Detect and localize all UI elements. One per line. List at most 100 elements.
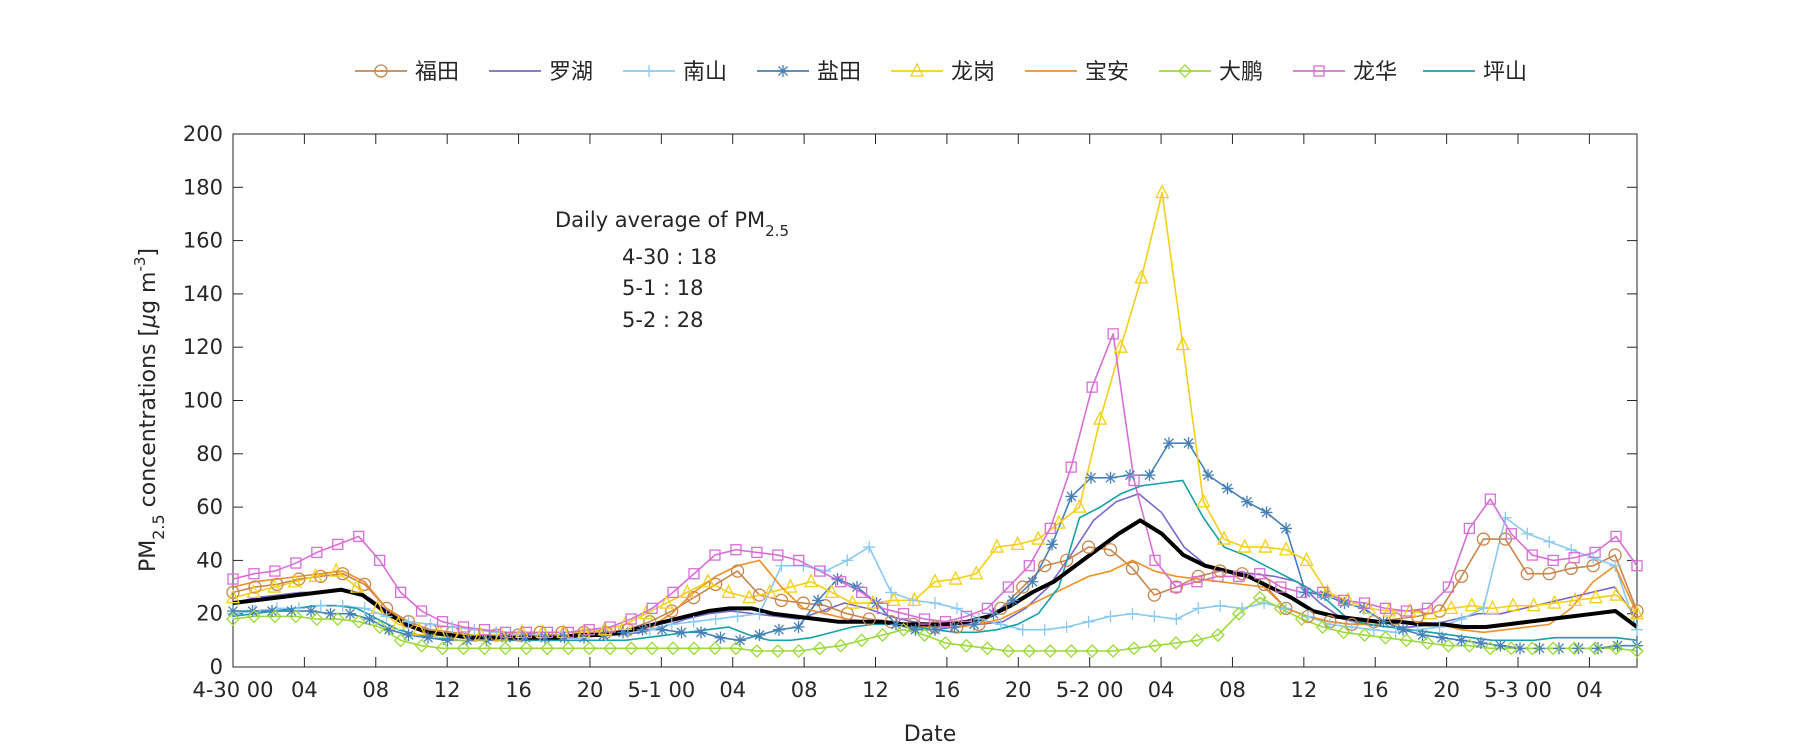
series-line-4-marker [324, 607, 337, 620]
series-line-3-marker [1367, 623, 1380, 636]
series-line-8-marker [1547, 554, 1559, 567]
series-line-8-marker [1400, 605, 1413, 617]
series-line-7-marker [1190, 633, 1204, 648]
series-line-4-marker [773, 623, 785, 636]
series-line-4-marker [948, 621, 961, 634]
series-line-4-marker [812, 594, 824, 607]
series-line-5-marker [1588, 589, 1603, 604]
series-line-5-marker [391, 615, 406, 631]
series-line-3-marker [1104, 610, 1117, 623]
series-line-7-marker [1357, 628, 1372, 642]
series-line-5-marker [886, 591, 901, 607]
series-line-5-marker [866, 594, 881, 609]
series-line-5-marker [1526, 597, 1541, 612]
series-line-7-marker [1462, 638, 1477, 653]
legend-label: 福田 [415, 60, 459, 85]
series-line-8-marker [227, 573, 239, 585]
series-line-5-marker [1423, 605, 1438, 620]
series-line-5-marker [1299, 551, 1314, 567]
series-line-7-marker [917, 628, 932, 642]
series-line-7-marker [1441, 638, 1456, 653]
series-line-7-marker [645, 641, 660, 656]
series-line-5-marker [1010, 535, 1025, 551]
series-line-5-marker [1196, 493, 1211, 508]
y-tick-label: 40 [196, 548, 223, 572]
series-line-7-marker [1336, 625, 1351, 640]
series-line-3-marker [1521, 527, 1534, 540]
series-line-3-marker [1565, 543, 1578, 556]
series-line-3-marker [863, 541, 876, 554]
series-line-5-marker [1382, 602, 1397, 617]
series-line-1-marker [1103, 543, 1118, 557]
series-line-7-marker [896, 622, 911, 637]
series-line-4-marker [1455, 634, 1468, 647]
series-line-8-marker [248, 568, 260, 580]
series-line-5-marker [907, 591, 922, 607]
series-line-8-marker [520, 626, 533, 639]
series-line-3-marker [1433, 621, 1446, 634]
series-line-8-marker [1589, 546, 1601, 559]
series-line-4-marker [1007, 594, 1019, 607]
series-line-8-marker [1631, 560, 1643, 572]
series-line-3-marker [314, 599, 327, 612]
series-line-8-marker [1149, 554, 1161, 567]
series-line-8-marker [709, 549, 721, 561]
x-tick-label: 16 [1362, 678, 1389, 702]
series-line-4-marker [422, 631, 434, 644]
series-line-5-marker [638, 605, 653, 620]
series-line-5-marker [1031, 530, 1046, 545]
series-line-3-marker [446, 621, 459, 634]
series-line-5-marker [1444, 599, 1459, 615]
series-line-4-marker [363, 613, 376, 626]
series-line-5-marker [1134, 269, 1149, 284]
series-line-4-marker [1221, 482, 1234, 495]
series-line-8-marker [1212, 570, 1224, 583]
series-line-8-marker [436, 616, 449, 628]
series-line-8-marker [1379, 602, 1392, 615]
y-tick-label: 200 [183, 122, 223, 146]
series-line-8-marker [960, 610, 973, 623]
series-line-8-marker [1317, 586, 1329, 599]
legend-marker [1178, 64, 1192, 78]
series-line-4-marker [890, 618, 902, 631]
legend-label: 宝安 [1085, 60, 1129, 85]
series-line-5-marker [246, 583, 261, 599]
series-line-5-marker [1175, 336, 1190, 351]
series-line-7-marker [1588, 641, 1603, 656]
series-line-4-marker [1260, 506, 1273, 519]
series-line-8-marker [583, 624, 595, 636]
series-line-8-marker [688, 568, 700, 580]
x-tick-label: 08 [362, 678, 389, 702]
annotation-line-1: 4-30 : 18 [622, 245, 717, 269]
series-line-3-marker [687, 615, 700, 628]
series-line-7-marker [1210, 628, 1225, 642]
series-line-4-marker [305, 605, 317, 618]
series-line-4-marker [1475, 637, 1487, 650]
series-line-4-marker [402, 629, 415, 642]
series-line-3-marker [950, 602, 963, 615]
series-line-8-marker [562, 626, 574, 639]
series-line-4-marker [1514, 642, 1526, 655]
legend-marker [643, 65, 655, 77]
series-line-1-marker [1454, 569, 1469, 584]
series-line-7-marker [854, 633, 869, 648]
y-tick-label: 100 [183, 389, 223, 413]
series-line-5-marker [287, 573, 302, 588]
series-line-5-marker [1629, 605, 1645, 620]
series-line-5-marker [1464, 597, 1479, 612]
series-line-3-marker [1038, 623, 1051, 636]
series-line-7-marker [1085, 644, 1100, 658]
annotation-line-3: 5-2 : 28 [622, 308, 703, 332]
series-line-4-marker [1143, 469, 1156, 482]
series-line-7-marker [1546, 641, 1561, 656]
series-line-5-marker [742, 589, 757, 604]
series-line-7-marker [1399, 633, 1414, 648]
series-line-3-marker [1499, 511, 1512, 524]
plot-area [232, 133, 1638, 668]
x-tick-label: 04 [1576, 678, 1603, 702]
series-line-3-marker [1301, 610, 1314, 623]
series-line-4-marker [441, 634, 454, 647]
x-tick-label: 04 [719, 678, 746, 702]
series-line-7-marker [1504, 641, 1519, 656]
series-line-4-marker [344, 607, 356, 620]
